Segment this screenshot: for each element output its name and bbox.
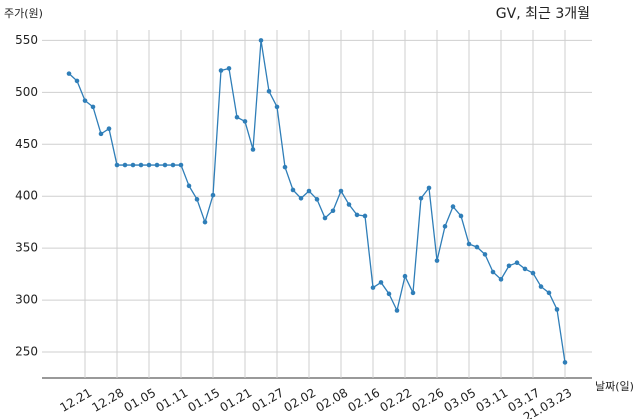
y-tick-label: 300 xyxy=(15,293,38,307)
point xyxy=(338,188,344,194)
point xyxy=(138,162,144,168)
point xyxy=(322,215,328,221)
point xyxy=(274,104,280,110)
point xyxy=(210,192,216,198)
y-axis-label: 주가(원) xyxy=(4,7,43,20)
y-tick-label: 350 xyxy=(15,241,38,255)
point xyxy=(154,162,160,168)
point xyxy=(226,66,232,71)
y-tick-label: 400 xyxy=(15,189,38,203)
x-tick-label: 03.11 xyxy=(473,386,510,415)
point xyxy=(242,119,248,124)
point xyxy=(202,219,208,225)
point xyxy=(234,114,240,120)
point xyxy=(218,68,224,73)
point xyxy=(290,187,296,193)
point xyxy=(370,285,376,290)
point xyxy=(258,38,264,43)
point xyxy=(498,277,504,282)
point xyxy=(402,273,408,279)
point xyxy=(466,241,472,247)
point xyxy=(74,78,80,84)
point xyxy=(474,244,480,250)
x-tick-label: 12.21 xyxy=(57,386,94,415)
point xyxy=(194,197,200,202)
y-tick-label: 450 xyxy=(15,137,38,151)
point xyxy=(458,213,464,219)
point xyxy=(266,88,272,94)
point xyxy=(146,162,152,168)
point xyxy=(362,213,368,219)
x-axis-label: 날짜(일) xyxy=(595,379,634,393)
chart-title: GV, 최근 3개월 xyxy=(496,6,590,22)
y-tick-label: 250 xyxy=(15,345,38,359)
point xyxy=(530,270,536,276)
point xyxy=(330,208,336,214)
point xyxy=(386,291,392,297)
point xyxy=(522,266,528,272)
point xyxy=(114,162,120,168)
point xyxy=(506,263,512,269)
point xyxy=(250,147,256,152)
point xyxy=(162,162,168,168)
point xyxy=(514,260,520,265)
point xyxy=(394,308,400,313)
x-tick-label: 02.02 xyxy=(281,386,318,415)
x-tick-label: 02.22 xyxy=(377,386,414,415)
point xyxy=(410,290,416,296)
point xyxy=(314,197,320,202)
point xyxy=(426,185,432,191)
x-tick-label: 02.26 xyxy=(409,386,446,415)
point xyxy=(434,258,440,263)
point xyxy=(378,280,384,285)
point xyxy=(90,104,96,110)
point xyxy=(482,252,488,257)
x-tick-label: 01.15 xyxy=(185,386,222,415)
point xyxy=(354,212,360,218)
point xyxy=(130,162,136,168)
x-tick-label: 01.27 xyxy=(249,386,286,415)
x-tick-label: 01.05 xyxy=(121,386,158,415)
point xyxy=(82,98,88,103)
point xyxy=(546,290,552,296)
point xyxy=(418,195,424,201)
x-tick-label: 03.05 xyxy=(441,386,478,415)
point xyxy=(442,224,448,229)
x-tick-label: 01.11 xyxy=(153,386,190,415)
point xyxy=(122,162,128,168)
point xyxy=(170,162,176,168)
point xyxy=(450,204,456,209)
point xyxy=(186,183,192,189)
x-tick-label: 02.16 xyxy=(345,386,382,415)
point xyxy=(554,307,560,312)
x-tick-label: 12.28 xyxy=(89,386,126,415)
point xyxy=(538,284,544,289)
x-tick-label: 02.08 xyxy=(313,386,350,415)
point xyxy=(66,71,72,76)
y-tick-label: 550 xyxy=(15,33,38,47)
point xyxy=(490,269,496,275)
point xyxy=(106,126,112,131)
point xyxy=(562,360,568,365)
point xyxy=(298,195,304,201)
y-tick-label: 500 xyxy=(15,85,38,99)
point xyxy=(98,131,104,137)
x-tick-label: 01.21 xyxy=(217,386,254,415)
point xyxy=(306,188,312,194)
point xyxy=(346,202,352,207)
point xyxy=(282,164,288,170)
point xyxy=(178,162,184,168)
